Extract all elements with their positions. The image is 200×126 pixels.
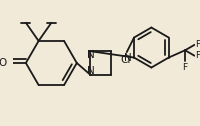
Text: F: F bbox=[195, 40, 200, 49]
Text: O: O bbox=[0, 58, 7, 68]
Text: N: N bbox=[124, 53, 132, 62]
Text: N: N bbox=[87, 50, 94, 60]
Text: Cl: Cl bbox=[121, 55, 131, 65]
Text: F: F bbox=[183, 63, 188, 72]
Text: F: F bbox=[195, 51, 200, 60]
Text: N: N bbox=[87, 66, 94, 76]
